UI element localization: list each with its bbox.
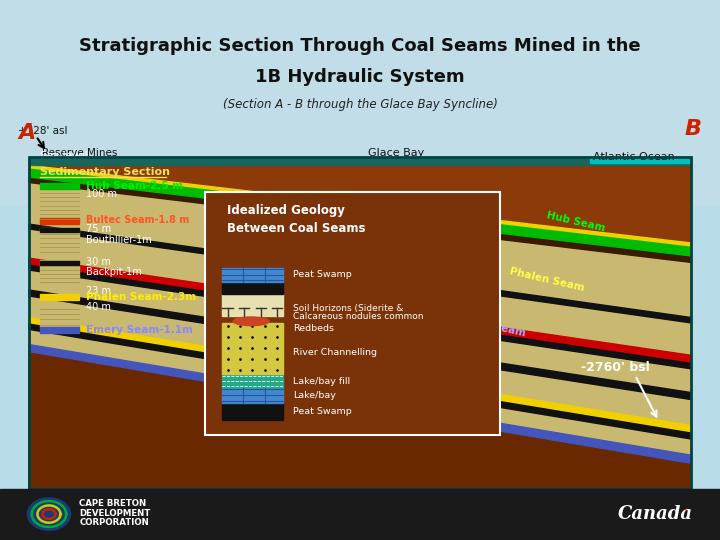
Text: Idealized Geology: Idealized Geology [227, 204, 345, 217]
Text: Sedimentary Section: Sedimentary Section [40, 167, 170, 177]
Polygon shape [29, 318, 691, 433]
Polygon shape [29, 329, 691, 455]
Text: Emery Seam: Emery Seam [453, 312, 526, 338]
Text: 1B Hydraulic System: 1B Hydraulic System [255, 68, 465, 86]
FancyBboxPatch shape [205, 192, 500, 435]
Text: +128' asl: +128' asl [18, 126, 68, 136]
Text: Backpit-1m: Backpit-1m [86, 267, 142, 277]
Bar [40, 192, 79, 221]
Text: B: B [684, 118, 701, 139]
Bar [222, 323, 283, 374]
Bar [0, 489, 720, 540]
Text: DEVELOPMENT: DEVELOPMENT [79, 509, 150, 517]
Polygon shape [29, 177, 691, 262]
Text: r: r [684, 507, 687, 513]
Bar [40, 183, 79, 189]
Polygon shape [29, 165, 691, 247]
Text: Stratigraphic Section Through Coal Seams Mined in the: Stratigraphic Section Through Coal Seams… [79, 37, 641, 55]
Text: Peat Swamp: Peat Swamp [293, 407, 352, 416]
Bar [222, 388, 283, 403]
Polygon shape [29, 265, 691, 369]
Text: 30 m: 30 m [86, 257, 112, 267]
Polygon shape [29, 270, 691, 393]
Text: Redbeds: Redbeds [293, 324, 334, 333]
Text: Reserve Mines: Reserve Mines [42, 148, 117, 158]
Bar [222, 374, 283, 388]
Text: (Section A - B through the Glace Bay Syncline): (Section A - B through the Glace Bay Syn… [222, 98, 498, 111]
Polygon shape [29, 296, 691, 426]
Bar [222, 403, 283, 420]
Text: 75 m: 75 m [86, 225, 112, 234]
Text: Glace Bay: Glace Bay [368, 148, 424, 158]
Polygon shape [590, 157, 691, 163]
Text: Lake/bay fill: Lake/bay fill [293, 377, 350, 386]
Text: 40 m: 40 m [86, 302, 112, 312]
Polygon shape [29, 324, 691, 439]
Bar [40, 306, 79, 327]
Bar [29, 158, 691, 165]
Text: A: A [19, 123, 36, 144]
Polygon shape [29, 229, 691, 355]
Text: Peat Swamp: Peat Swamp [293, 271, 352, 279]
Text: Hub Seam: Hub Seam [546, 210, 606, 233]
Text: CAPE BRETON: CAPE BRETON [79, 499, 146, 508]
Text: Atlantic Ocean: Atlantic Ocean [593, 152, 675, 163]
Bar [29, 157, 691, 489]
Text: Emery Seam-1.1m: Emery Seam-1.1m [86, 325, 193, 335]
Bar [222, 282, 283, 294]
Bar [222, 268, 283, 282]
Text: Phalen Seam-2.3m: Phalen Seam-2.3m [86, 292, 197, 302]
Polygon shape [29, 258, 691, 363]
Text: Calcareous nodules common: Calcareous nodules common [293, 312, 423, 321]
Polygon shape [29, 345, 691, 463]
Text: River Channelling: River Channelling [293, 348, 377, 357]
Text: Bouthllier-1m: Bouthllier-1m [86, 235, 152, 245]
Text: Canada: Canada [618, 505, 693, 523]
Bar [40, 261, 79, 265]
Circle shape [27, 498, 71, 530]
Polygon shape [29, 167, 691, 292]
Bar [222, 294, 283, 316]
Text: Phalen Seam: Phalen Seam [509, 266, 585, 293]
Ellipse shape [233, 317, 269, 326]
Bar [40, 294, 79, 300]
Polygon shape [29, 352, 691, 489]
Polygon shape [29, 224, 691, 323]
Text: Lake/bay: Lake/bay [293, 391, 336, 400]
Bar [40, 228, 79, 232]
Bar [0, 0, 720, 205]
Text: Sea level: Sea level [40, 151, 87, 161]
Text: Bultec Seam-1.8 m: Bultec Seam-1.8 m [86, 215, 189, 225]
Text: 23 m: 23 m [86, 286, 112, 295]
Bar [40, 228, 79, 254]
Polygon shape [29, 290, 691, 400]
Text: 100 m: 100 m [86, 190, 117, 199]
Text: Hub Seam-2.5 m: Hub Seam-2.5 m [86, 181, 184, 191]
Bar [40, 327, 79, 333]
Polygon shape [29, 183, 691, 318]
Bar [40, 218, 79, 224]
Bar [40, 260, 79, 284]
Text: Soil Horizons (Siderite &: Soil Horizons (Siderite & [293, 304, 403, 313]
Text: CORPORATION: CORPORATION [79, 518, 149, 527]
Text: -2760' bsl: -2760' bsl [581, 361, 650, 374]
Bar [29, 157, 691, 489]
Text: Between Coal Seams: Between Coal Seams [227, 222, 365, 235]
Polygon shape [29, 169, 691, 256]
